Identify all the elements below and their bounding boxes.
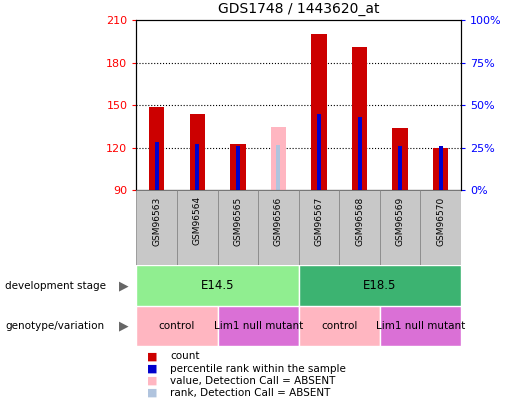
Bar: [258, 190, 299, 265]
Bar: [190, 114, 205, 190]
Text: control: control: [321, 321, 357, 331]
Bar: [299, 190, 339, 265]
Text: value, Detection Call = ABSENT: value, Detection Call = ABSENT: [170, 376, 335, 386]
Bar: [236, 146, 240, 190]
Bar: [299, 265, 461, 306]
Text: GSM96567: GSM96567: [315, 196, 323, 245]
Bar: [277, 145, 281, 190]
Bar: [136, 265, 299, 306]
Bar: [398, 146, 402, 190]
Bar: [195, 144, 199, 190]
Text: GSM96569: GSM96569: [396, 196, 405, 245]
Bar: [218, 306, 299, 346]
Bar: [299, 306, 380, 346]
Text: Lim1 null mutant: Lim1 null mutant: [376, 321, 465, 331]
Text: control: control: [159, 321, 195, 331]
Bar: [352, 47, 367, 190]
Bar: [392, 128, 408, 190]
Text: GSM96570: GSM96570: [436, 196, 445, 245]
Bar: [317, 114, 321, 190]
Bar: [218, 190, 258, 265]
Text: ■: ■: [147, 376, 157, 386]
Bar: [149, 107, 164, 190]
Bar: [154, 142, 159, 190]
Text: percentile rank within the sample: percentile rank within the sample: [170, 364, 346, 373]
Text: ■: ■: [147, 352, 157, 361]
Bar: [339, 190, 380, 265]
Text: GSM96563: GSM96563: [152, 196, 161, 245]
Text: ▶: ▶: [119, 279, 128, 292]
Text: ■: ■: [147, 388, 157, 398]
Bar: [433, 148, 449, 190]
Text: count: count: [170, 352, 199, 361]
Bar: [136, 190, 177, 265]
Title: GDS1748 / 1443620_at: GDS1748 / 1443620_at: [218, 2, 380, 17]
Text: development stage: development stage: [5, 281, 106, 290]
Text: GSM96564: GSM96564: [193, 196, 202, 245]
Bar: [380, 190, 420, 265]
Bar: [420, 190, 461, 265]
Text: GSM96565: GSM96565: [233, 196, 243, 245]
Bar: [357, 117, 362, 190]
Text: GSM96566: GSM96566: [274, 196, 283, 245]
Text: ▶: ▶: [119, 320, 128, 333]
Bar: [311, 34, 327, 190]
Text: ■: ■: [147, 364, 157, 373]
Text: rank, Detection Call = ABSENT: rank, Detection Call = ABSENT: [170, 388, 330, 398]
Text: Lim1 null mutant: Lim1 null mutant: [214, 321, 303, 331]
Bar: [230, 144, 246, 190]
Bar: [177, 190, 217, 265]
Bar: [380, 306, 461, 346]
Bar: [439, 146, 443, 190]
Bar: [271, 126, 286, 190]
Text: E18.5: E18.5: [363, 279, 397, 292]
Bar: [136, 306, 218, 346]
Text: GSM96568: GSM96568: [355, 196, 364, 245]
Text: E14.5: E14.5: [201, 279, 234, 292]
Text: genotype/variation: genotype/variation: [5, 321, 104, 331]
